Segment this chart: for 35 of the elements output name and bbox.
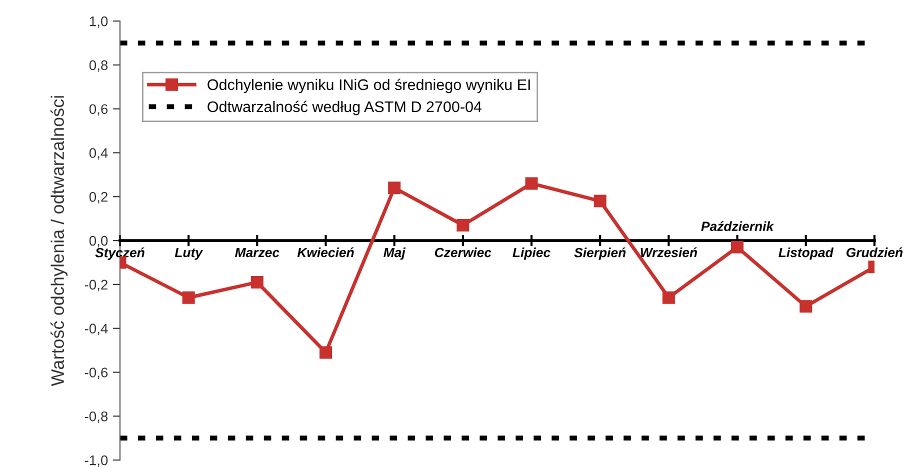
point — [250, 276, 264, 289]
point — [388, 182, 401, 194]
x-tick-label: Październik — [701, 221, 774, 232]
y-tick-label: -1,0 — [84, 455, 108, 467]
x-tick-label: Sierpień — [574, 247, 626, 260]
point — [320, 346, 332, 359]
y-tick-label: -0,4 — [84, 324, 108, 336]
x-tick-label: Wrzesień — [640, 247, 697, 258]
y-tick-label: 0,2 — [89, 192, 108, 204]
point — [731, 240, 744, 254]
y-tick-label: 0,4 — [89, 148, 108, 160]
y-tick-label: 0,0 — [89, 236, 108, 248]
point — [800, 300, 812, 313]
y-tick-label: -0,8 — [84, 411, 108, 423]
x-tick-label: Listopad — [778, 247, 834, 260]
point — [525, 177, 538, 190]
point — [662, 291, 675, 304]
legend-label: Odchylenie wyniku INiG od średniego wyniku EI — [208, 78, 530, 94]
x-tick-label: Kwiecień — [297, 247, 354, 258]
y-tick-label: -0,2 — [84, 280, 108, 292]
x-tick-label: Maj — [384, 247, 406, 260]
y-tick-label: 1,0 — [90, 16, 108, 28]
x-tick-label: Lipiec — [512, 247, 550, 260]
y-tick-label: 0,6 — [89, 104, 108, 116]
point — [456, 218, 470, 232]
x-tick-label: Marzec — [235, 248, 280, 258]
y-axis-title: Wartość odchylenia / odtwarzalności — [50, 96, 68, 386]
y-tick-label: -0,6 — [84, 368, 108, 380]
y-tick-label: 0,8 — [89, 60, 108, 72]
x-tick-label: Czerwiec — [434, 247, 492, 258]
legend-label: Odtwarzalność według ASTM D 2700-04 — [208, 100, 482, 116]
point — [594, 194, 606, 208]
x-tick-label: Grudzień — [846, 247, 902, 258]
x-tick-label: Luty — [174, 248, 204, 260]
point — [182, 291, 195, 304]
